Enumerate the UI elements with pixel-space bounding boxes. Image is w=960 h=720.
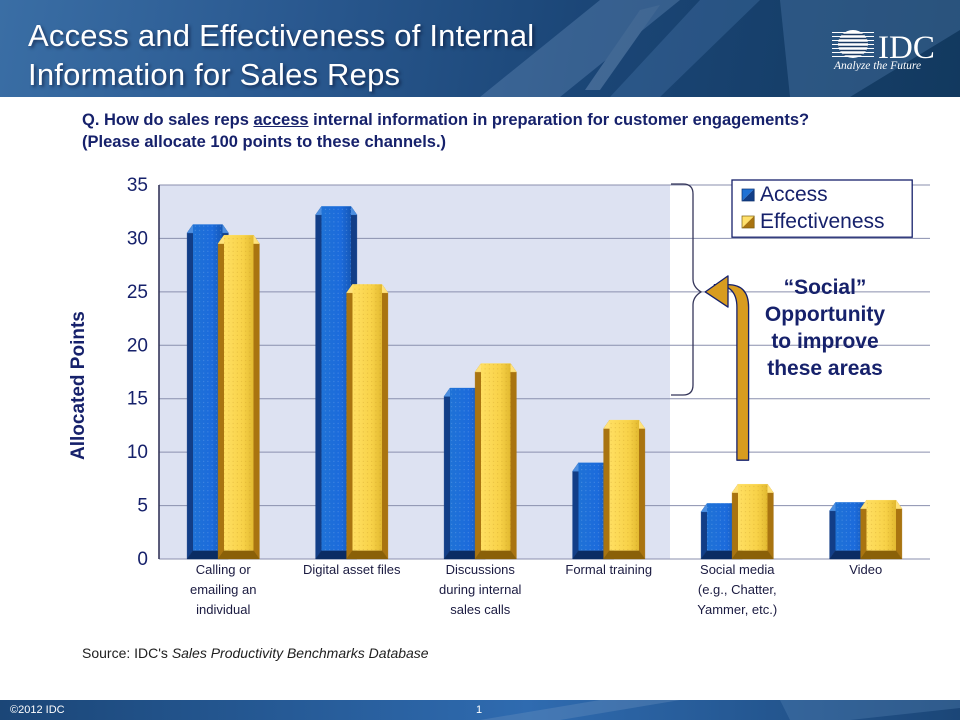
svg-text:15: 15 xyxy=(127,389,148,410)
svg-text:Access: Access xyxy=(760,183,828,206)
svg-text:these areas: these areas xyxy=(767,357,883,380)
svg-text:5: 5 xyxy=(137,496,148,517)
svg-text:35: 35 xyxy=(127,175,148,196)
svg-text:30: 30 xyxy=(127,228,148,249)
svg-text:to improve: to improve xyxy=(771,330,878,353)
svg-text:“Social”: “Social” xyxy=(784,276,867,299)
svg-text:Effectiveness: Effectiveness xyxy=(760,210,885,233)
svg-text:10: 10 xyxy=(127,442,148,463)
svg-text:0: 0 xyxy=(137,549,148,570)
svg-text:25: 25 xyxy=(127,282,148,303)
svg-text:20: 20 xyxy=(127,335,148,356)
svg-text:Opportunity: Opportunity xyxy=(765,303,885,326)
svg-text:Analyze the Future: Analyze the Future xyxy=(833,60,921,71)
